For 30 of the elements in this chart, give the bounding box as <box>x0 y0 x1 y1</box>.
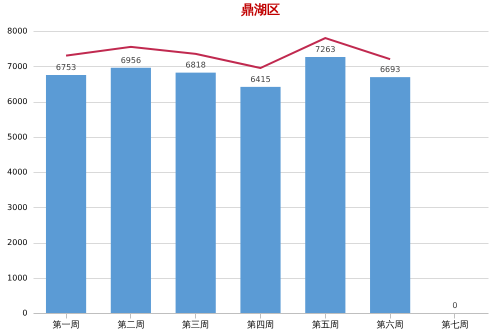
x-tick-label: 第二周 <box>117 320 144 330</box>
bar <box>110 68 151 313</box>
y-tick-label: 3000 <box>7 202 28 212</box>
x-tick-label: 第三周 <box>182 320 210 330</box>
x-tick-label: 第一周 <box>52 320 80 330</box>
x-tick-label: 第七周 <box>441 320 468 330</box>
bar <box>176 72 216 313</box>
bar <box>240 86 281 313</box>
chart-title: 鼎湖区 <box>240 3 280 18</box>
y-tick-label: 6000 <box>7 97 28 106</box>
data-label: 6956 <box>120 56 142 65</box>
data-label: 6818 <box>186 60 206 70</box>
x-tick-label: 第五周 <box>312 320 339 330</box>
x-tick-label: 第六周 <box>376 320 404 330</box>
y-tick-label: 2000 <box>7 238 28 247</box>
y-tick-label: 1000 <box>7 273 28 282</box>
bar <box>305 56 346 313</box>
y-tick-label: 4000 <box>7 168 28 176</box>
y-tick-label: 0 <box>22 308 28 318</box>
y-tick-label: 7000 <box>7 62 28 71</box>
x-tick-label: 第四周 <box>247 320 274 330</box>
bar <box>46 74 86 313</box>
data-label: 6693 <box>380 65 400 74</box>
y-tick-label: 5000 <box>7 132 28 142</box>
data-label: 0 <box>452 301 458 310</box>
bar <box>370 77 410 313</box>
data-label: 6753 <box>56 62 76 72</box>
y-tick-label: 8000 <box>7 26 28 36</box>
data-label: 7263 <box>315 44 336 54</box>
data-label: 6415 <box>250 74 271 84</box>
